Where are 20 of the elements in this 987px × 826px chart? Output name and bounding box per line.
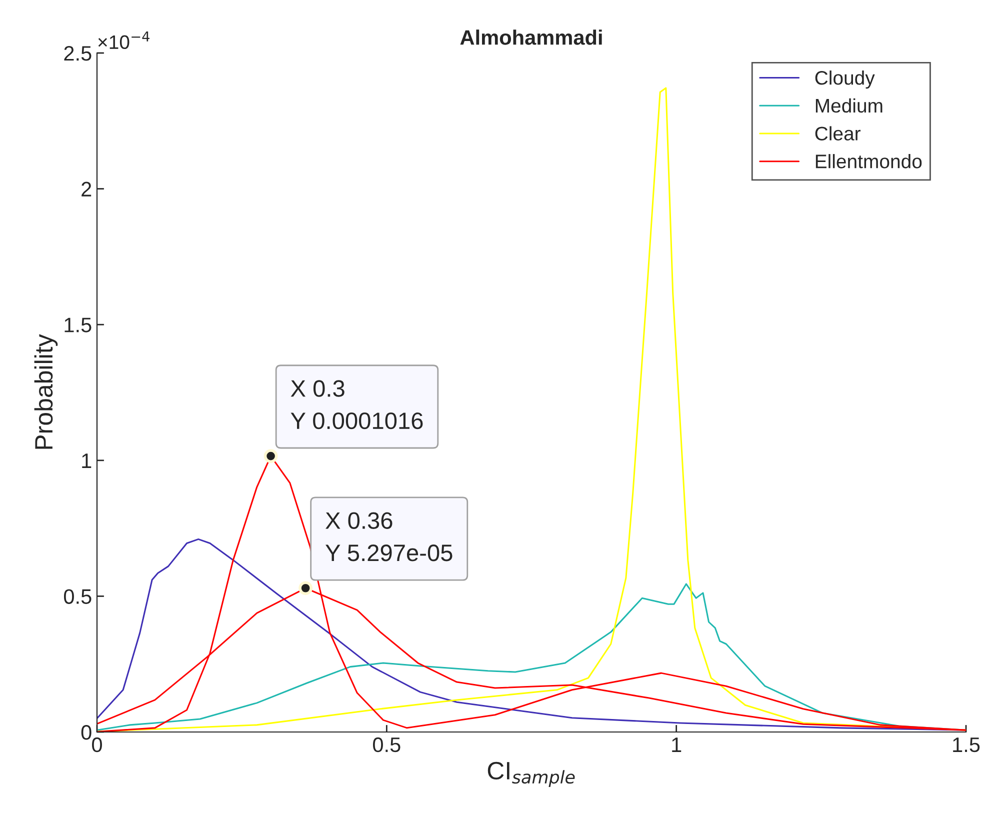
legend-label: Cloudy <box>815 70 875 89</box>
y-tick-label: 2 <box>82 182 92 196</box>
legend-label: Clear <box>815 126 860 140</box>
x-tick-label: 0 <box>92 737 102 752</box>
y-tick-label: 2.5 <box>64 46 92 61</box>
x-tick-label: 0.5 <box>373 737 400 752</box>
legend-label: Medium <box>816 98 882 113</box>
x-axis-title: CI$_{sample}$ <box>488 762 575 788</box>
chart-title: Almohammadi <box>460 30 602 45</box>
x-tick-label: 1 <box>672 738 682 752</box>
annotation: X 0.3 Y 0.0001016 <box>290 380 423 430</box>
y-tick-label: 0 <box>81 725 92 740</box>
x-tick-label: 1.5 <box>953 738 980 752</box>
text: ×10$^{−4}$ <box>98 31 150 50</box>
y-tick-label: 0.5 <box>64 589 92 604</box>
y-axis-title: Probability <box>34 334 58 449</box>
y-tick-label: 1.5 <box>64 318 92 332</box>
annotation: X 0.36 Y 5.297e-05 <box>326 512 452 562</box>
legend-label: Ellentmondo <box>816 154 922 168</box>
y-tick-label: 1 <box>82 454 92 468</box>
